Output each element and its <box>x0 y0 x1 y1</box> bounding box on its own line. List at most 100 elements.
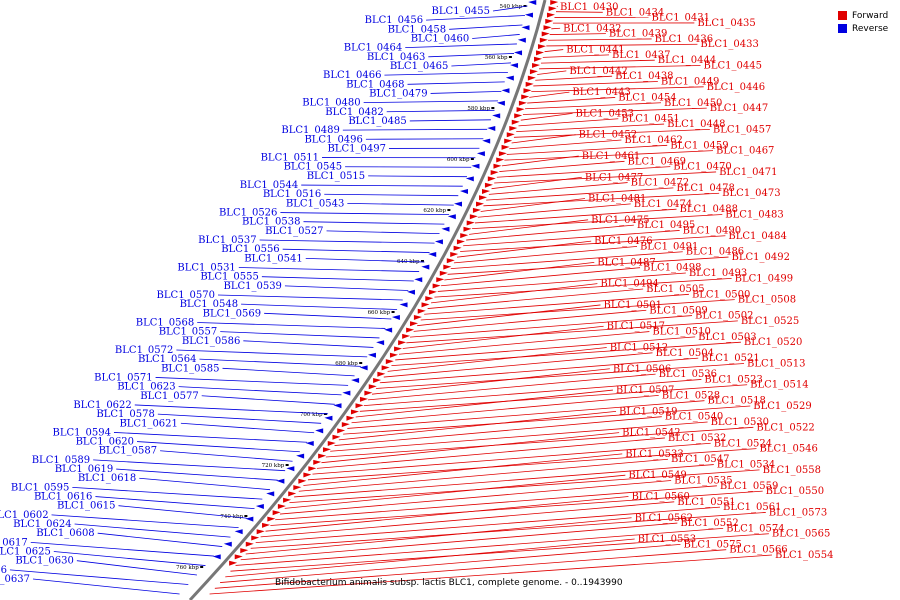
connector-line <box>409 119 491 122</box>
forward-gene <box>394 346 403 352</box>
tick-label: 680 kbp <box>335 361 358 367</box>
connector-line <box>511 134 576 144</box>
gene-label: BLC1_0464 <box>344 43 402 54</box>
gene-label: BLC1_0617 <box>0 537 28 548</box>
reverse-gene <box>514 50 523 56</box>
connector-line <box>245 517 632 555</box>
legend-item-forward: Forward <box>838 9 888 22</box>
gene-label: BLC1_0578 <box>96 409 154 420</box>
reverse-gene <box>359 365 368 371</box>
gene-label: BLC1_0618 <box>78 473 136 484</box>
reverse-gene <box>315 428 324 434</box>
connector-line <box>289 469 760 504</box>
connector-line <box>472 214 723 230</box>
connector-line <box>431 283 598 304</box>
reverse-gene <box>266 491 275 497</box>
connector-line <box>325 426 754 458</box>
gene-label: BLC1_0502 <box>695 311 753 322</box>
forward-gene <box>341 422 350 428</box>
gene-label: BLC1_0509 <box>649 305 707 316</box>
connector-line <box>284 474 626 509</box>
forward-gene <box>545 18 554 24</box>
gene-label: BLC1_0534 <box>717 460 775 471</box>
forward-gene <box>277 504 286 509</box>
tick-label: 760 kbp <box>176 565 199 571</box>
connector-line <box>525 102 661 110</box>
gene-label: BLC1_0437 <box>612 50 670 61</box>
connector-line <box>522 107 707 115</box>
connector-line <box>270 490 763 526</box>
gene-label: BLC1_0523 <box>704 374 762 385</box>
forward-gene <box>398 340 407 346</box>
reverse-gene <box>223 541 232 547</box>
connector-line <box>384 71 508 76</box>
connector-line <box>355 389 613 418</box>
gene-label: BLC1_0622 <box>73 400 131 411</box>
connector-line <box>279 480 672 515</box>
gene-label: BLC1_0521 <box>701 353 759 364</box>
reverse-gene <box>465 176 474 182</box>
gene-label: BLC1_0484 <box>728 231 786 242</box>
connector-line <box>347 400 705 429</box>
gene-label: BLC1_0453 <box>576 108 634 119</box>
gene-label: BLC1_0471 <box>719 167 777 178</box>
reverse-gene <box>428 252 437 257</box>
gene-label: BLC1_0449 <box>661 76 719 87</box>
reverse-swatch <box>838 24 847 33</box>
gene-label: BLC1_0594 <box>53 427 111 438</box>
gene-label: BLC1_0537 <box>198 235 256 246</box>
gene-label: BLC1_0493 <box>689 268 747 279</box>
gene-label: BLC1_0457 <box>713 124 771 135</box>
connector-line <box>359 384 748 412</box>
reverse-gene <box>510 63 519 68</box>
connector-line <box>197 322 386 329</box>
forward-gene <box>469 214 478 220</box>
connector-line <box>444 261 595 281</box>
gene-label: BLC1_0552 <box>680 518 738 529</box>
gene-label: BLC1_0482 <box>325 107 383 118</box>
gene-label: BLC1_0473 <box>722 188 780 199</box>
forward-gene <box>240 548 249 554</box>
reverse-gene <box>517 37 526 43</box>
gene-label: BLC1_0458 <box>388 24 446 35</box>
connector-line <box>241 303 398 310</box>
connector-line <box>305 257 425 263</box>
gene-label: BLC1_0500 <box>692 289 750 300</box>
forward-gene <box>511 119 520 125</box>
gene-label: BLC1_0496 <box>304 134 362 145</box>
tick-label: 600 kbp <box>447 157 470 163</box>
forward-gene <box>428 289 437 295</box>
connector-line <box>488 182 628 195</box>
connector-line <box>178 386 342 396</box>
gene-label: BLC1_0444 <box>658 55 716 66</box>
feature-layer <box>212 0 559 566</box>
forward-gene <box>417 308 426 314</box>
connector-line <box>275 485 717 521</box>
gene-label: BLC1_0547 <box>671 454 729 465</box>
connector-line <box>516 123 665 132</box>
gene-label: BLC1_0499 <box>735 273 793 284</box>
reverse-gene <box>255 504 264 509</box>
gene-label: BLC1_0543 <box>286 198 344 209</box>
gene-label: BLC1_0527 <box>265 226 323 237</box>
tick-mark <box>200 566 204 568</box>
connector-line <box>53 551 206 566</box>
connector-line <box>463 230 680 247</box>
connector-line <box>240 522 678 561</box>
forward-gene <box>472 207 481 213</box>
forward-gene <box>425 296 434 302</box>
gene-label: BLC1_0503 <box>698 332 756 343</box>
gene-label: BLC1_0454 <box>618 92 676 103</box>
connector-line <box>280 212 450 216</box>
connector-line <box>391 341 741 367</box>
forward-gene <box>298 478 307 484</box>
gene-label: BLC1_0483 <box>725 209 783 220</box>
gene-label: BLC1_0508 <box>738 295 796 306</box>
reverse-gene <box>492 113 501 119</box>
gene-label: BLC1_0452 <box>579 130 637 141</box>
gene-label: BLC1_0553 <box>638 534 696 545</box>
connector-line <box>326 230 440 235</box>
gene-label: BLC1_0630 <box>15 556 73 567</box>
connector-line <box>469 219 589 235</box>
forward-gene <box>548 6 557 12</box>
